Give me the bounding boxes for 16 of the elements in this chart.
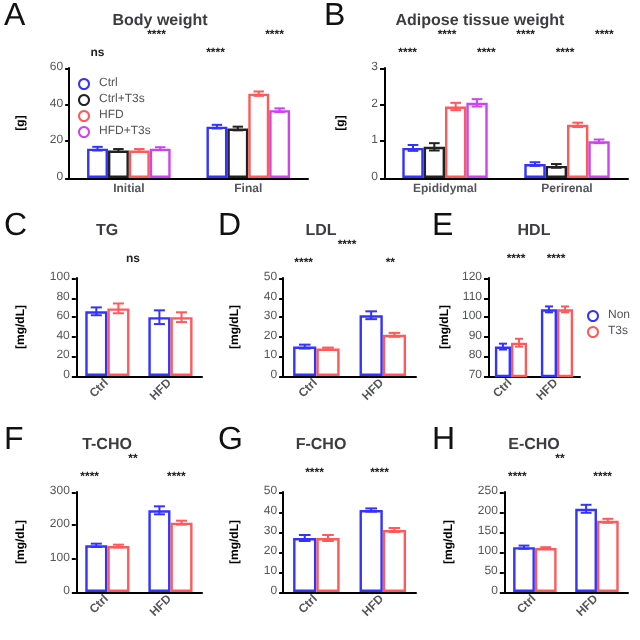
chart-title: E-CHO	[508, 435, 560, 453]
chart-title: F-CHO	[295, 435, 347, 453]
text: H	[432, 423, 456, 457]
text: B	[324, 0, 346, 33]
chart-title: TG	[95, 221, 119, 239]
text: A	[4, 0, 26, 33]
chart-title: Body weight	[112, 11, 209, 29]
text: F	[4, 423, 24, 457]
text: G	[218, 423, 243, 457]
text: D	[218, 209, 242, 243]
chart-title: Adipose tissue weight	[395, 11, 566, 29]
chart-title: HDL	[517, 221, 551, 239]
chart-title: T-CHO	[82, 435, 132, 453]
text: E	[432, 209, 454, 243]
text: C	[4, 209, 28, 243]
chart-title: LDL	[305, 221, 337, 239]
